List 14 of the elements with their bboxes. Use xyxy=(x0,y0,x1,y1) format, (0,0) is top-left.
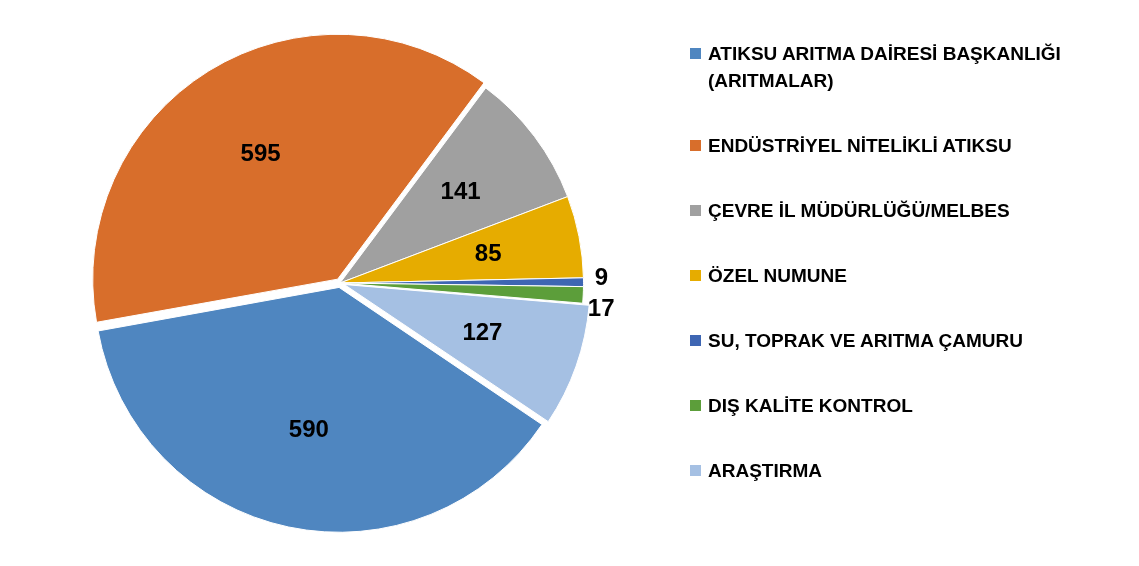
data-label: 127 xyxy=(462,317,503,345)
legend-label: ÖZEL NUMUNE xyxy=(708,264,847,288)
legend-label: ARAŞTIRMA xyxy=(708,459,822,483)
legend-label: SU, TOPRAK VE ARITMA ÇAMURU xyxy=(708,329,1023,353)
data-label: 9 xyxy=(594,262,609,290)
legend-label: ÇEVRE İL MÜDÜRLÜĞÜ/MELBES xyxy=(708,199,1010,223)
legend-label: DIŞ KALİTE KONTROL xyxy=(708,394,913,418)
data-label: 17 xyxy=(587,294,615,322)
data-label: 85 xyxy=(474,238,502,266)
data-label: 590 xyxy=(288,415,329,443)
legend-label: ENDÜSTRİYEL NİTELİKLİ ATIKSU xyxy=(708,134,1012,158)
data-label: 595 xyxy=(240,139,281,167)
data-label: 141 xyxy=(440,176,481,204)
legend-label: ATIKSU ARITMA DAİRESİ BAŞKANLIĞI (ARITMALAR) xyxy=(708,42,1062,93)
